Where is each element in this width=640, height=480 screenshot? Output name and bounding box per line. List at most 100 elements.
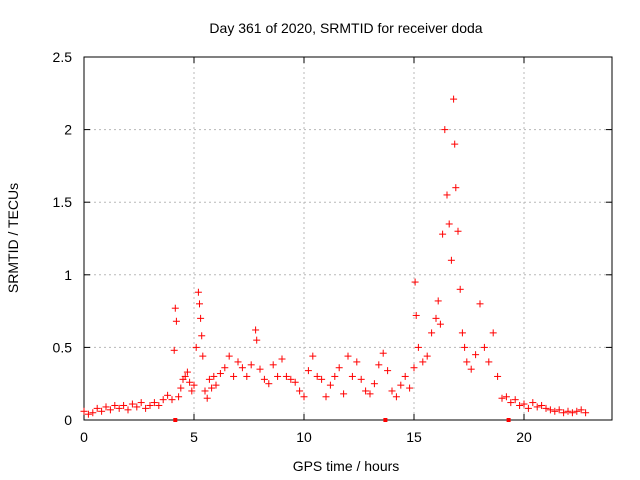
data-point bbox=[221, 364, 229, 372]
data-point bbox=[502, 393, 510, 401]
data-point bbox=[234, 358, 242, 366]
y-axis-label: SRMTID / TECUs bbox=[5, 183, 21, 293]
data-point bbox=[183, 368, 191, 376]
data-point bbox=[520, 400, 528, 408]
zero-marker bbox=[173, 418, 178, 422]
data-point bbox=[274, 372, 282, 380]
data-point bbox=[388, 387, 396, 395]
data-point bbox=[172, 317, 180, 325]
data-point bbox=[201, 387, 209, 395]
data-point bbox=[454, 227, 462, 235]
data-point bbox=[452, 184, 460, 192]
data-point bbox=[560, 409, 568, 417]
data-point bbox=[511, 396, 519, 404]
data-point bbox=[287, 375, 295, 383]
data-point bbox=[192, 343, 200, 351]
data-point bbox=[291, 378, 299, 386]
data-point bbox=[80, 407, 88, 415]
y-tick-label: 0.5 bbox=[53, 339, 73, 355]
data-point bbox=[445, 220, 453, 228]
data-point bbox=[461, 343, 469, 351]
data-point bbox=[577, 406, 585, 414]
data-point bbox=[253, 336, 261, 344]
data-point bbox=[476, 300, 484, 308]
data-point bbox=[428, 329, 436, 337]
data-point bbox=[436, 320, 444, 328]
data-point bbox=[451, 140, 459, 148]
data-point bbox=[137, 399, 145, 407]
data-point bbox=[353, 358, 361, 366]
data-point bbox=[278, 355, 286, 363]
data-point bbox=[146, 401, 154, 409]
data-point bbox=[170, 346, 178, 354]
data-point bbox=[269, 361, 277, 369]
zero-marker bbox=[506, 418, 511, 422]
data-point bbox=[300, 393, 308, 401]
x-tick-label: 5 bbox=[190, 429, 198, 445]
data-point bbox=[542, 404, 550, 412]
data-point bbox=[401, 372, 409, 380]
data-point bbox=[326, 381, 334, 389]
plot-frame bbox=[83, 56, 613, 421]
data-point bbox=[538, 401, 546, 409]
data-point bbox=[529, 399, 537, 407]
data-point bbox=[186, 378, 194, 386]
data-point bbox=[516, 401, 524, 409]
data-point bbox=[197, 314, 205, 322]
data-point bbox=[133, 403, 141, 411]
data-point bbox=[564, 407, 572, 415]
data-point bbox=[120, 401, 128, 409]
data-point bbox=[362, 387, 370, 395]
data-point bbox=[568, 409, 576, 417]
data-point bbox=[439, 230, 447, 238]
data-point bbox=[175, 393, 183, 401]
data-point bbox=[392, 393, 400, 401]
data-point bbox=[238, 364, 246, 372]
x-tick-label: 20 bbox=[516, 429, 532, 445]
data-point bbox=[194, 288, 202, 296]
data-point bbox=[318, 375, 326, 383]
data-point bbox=[230, 372, 238, 380]
chart-title: Day 361 of 2020, SRMTID for receiver dod… bbox=[209, 20, 482, 36]
data-point bbox=[322, 393, 330, 401]
data-point bbox=[142, 404, 150, 412]
y-tick-label: 0 bbox=[64, 412, 72, 428]
data-point bbox=[256, 365, 264, 373]
data-point bbox=[340, 390, 348, 398]
data-point bbox=[313, 372, 321, 380]
data-point bbox=[410, 364, 418, 372]
data-point bbox=[205, 375, 213, 383]
y-tick-label: 2 bbox=[64, 122, 72, 138]
data-point bbox=[188, 387, 196, 395]
data-point bbox=[177, 384, 185, 392]
data-point bbox=[331, 372, 339, 380]
data-point bbox=[458, 329, 466, 337]
data-point bbox=[412, 311, 420, 319]
data-point bbox=[243, 372, 251, 380]
data-point bbox=[414, 343, 422, 351]
data-point bbox=[89, 409, 97, 417]
axis-ticks: 0 5 10 15 20 0 0.5 1 1.5 2 2.5 bbox=[53, 49, 612, 445]
data-point bbox=[304, 367, 312, 375]
data-point bbox=[98, 407, 106, 415]
y-tick-label: 1 bbox=[64, 267, 72, 283]
data-point bbox=[199, 352, 207, 360]
data-point bbox=[348, 372, 356, 380]
data-point bbox=[366, 390, 374, 398]
data-point bbox=[260, 375, 268, 383]
data-point bbox=[379, 349, 387, 357]
data-point bbox=[546, 406, 554, 414]
data-point bbox=[196, 300, 203, 308]
data-point bbox=[282, 372, 290, 380]
data-point bbox=[150, 399, 158, 407]
zero-marker bbox=[383, 418, 388, 422]
x-tick-label: 0 bbox=[80, 429, 88, 445]
data-point bbox=[419, 358, 427, 366]
data-point bbox=[225, 352, 233, 360]
data-point bbox=[265, 380, 273, 388]
data-point bbox=[555, 406, 563, 414]
data-point bbox=[494, 372, 502, 380]
data-point bbox=[443, 191, 451, 199]
data-point bbox=[480, 343, 488, 351]
